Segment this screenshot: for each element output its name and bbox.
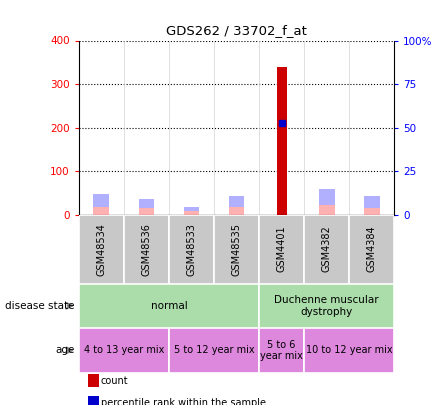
Bar (138, 208, 154, 215)
Bar (229, 207, 244, 215)
Bar (259, 215, 304, 284)
Text: GSM48534: GSM48534 (96, 223, 106, 275)
Bar (93, 194, 109, 215)
Bar (79, 284, 259, 328)
Title: GDS262 / 33702_f_at: GDS262 / 33702_f_at (166, 23, 307, 36)
Bar (169, 215, 214, 284)
Bar (93, 207, 109, 215)
Text: GSM48536: GSM48536 (141, 223, 152, 275)
Bar (304, 328, 394, 373)
Text: GSM4382: GSM4382 (321, 226, 332, 273)
Bar (138, 198, 154, 215)
Bar (304, 215, 349, 284)
Text: GSM48533: GSM48533 (187, 223, 197, 275)
Bar (259, 328, 304, 373)
Text: GSM48535: GSM48535 (232, 223, 241, 275)
Bar (229, 196, 244, 215)
Text: GSM4401: GSM4401 (276, 226, 286, 273)
Bar (364, 196, 380, 215)
Bar (319, 205, 335, 215)
Bar (214, 215, 259, 284)
Text: percentile rank within the sample: percentile rank within the sample (101, 398, 266, 405)
Bar (124, 215, 169, 284)
Bar (319, 189, 335, 215)
Text: 5 to 12 year mix: 5 to 12 year mix (174, 345, 254, 355)
Text: GSM4384: GSM4384 (367, 226, 377, 273)
Text: disease state: disease state (5, 301, 74, 311)
Text: 10 to 12 year mix: 10 to 12 year mix (306, 345, 392, 355)
Bar (184, 211, 199, 215)
Bar (349, 215, 394, 284)
Bar (364, 208, 380, 215)
Bar (277, 68, 286, 215)
Text: age: age (55, 345, 74, 355)
Text: 5 to 6
year mix: 5 to 6 year mix (260, 339, 303, 361)
Bar (169, 328, 259, 373)
Text: 4 to 13 year mix: 4 to 13 year mix (84, 345, 164, 355)
Text: normal: normal (151, 301, 187, 311)
Text: Duchenne muscular
dystrophy: Duchenne muscular dystrophy (274, 295, 379, 317)
Text: count: count (101, 376, 128, 386)
Bar (79, 328, 169, 373)
Bar (184, 207, 199, 215)
Bar (79, 215, 124, 284)
Bar (259, 284, 394, 328)
